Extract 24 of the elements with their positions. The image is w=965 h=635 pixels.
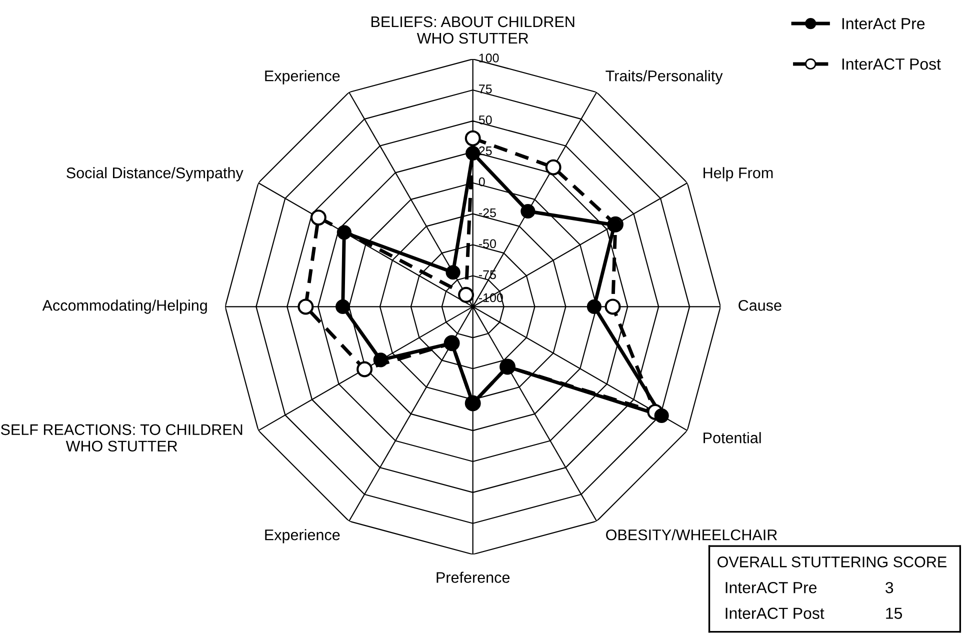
y-tick-label: 75	[479, 84, 492, 94]
spoke-label: Traits/Personality	[606, 70, 723, 84]
text: 15	[886, 608, 902, 619]
spoke-label: Help From	[704, 167, 773, 182]
spoke-label: BELIEFS: ABOUT CHILDREN WHO STUTTER	[372, 16, 574, 44]
spoke-label: Preference	[436, 572, 510, 583]
y-tick-label: -25	[478, 208, 496, 218]
spoke-label: Accommodating/Helping	[42, 300, 207, 314]
y-tick-label: 50	[478, 115, 492, 124]
y-tick-label: 100	[479, 54, 499, 62]
spoke-label: Social Distance/Sympathy	[66, 167, 244, 182]
text: 3	[886, 582, 894, 594]
y-tick-label: -50	[478, 239, 496, 248]
legend-label: InterAct Pre	[842, 18, 925, 30]
text: OVERALL STUTTERING SCORE	[718, 556, 946, 568]
spoke-label: Experience	[265, 529, 340, 544]
spoke-label: OBESITY/WHEELCHAIR	[606, 529, 777, 540]
spoke-label: SELF REACTIONS: TO CHILDREN WHO STUTTER	[0, 424, 242, 452]
legend-label: InterACT Post	[842, 58, 941, 70]
spoke-label: Potential	[704, 432, 761, 444]
spoke-label: Cause	[738, 300, 782, 311]
text: InterACT Post	[726, 608, 824, 619]
spoke-label: Experience	[265, 70, 340, 84]
text: InterACT Pre	[726, 582, 817, 594]
